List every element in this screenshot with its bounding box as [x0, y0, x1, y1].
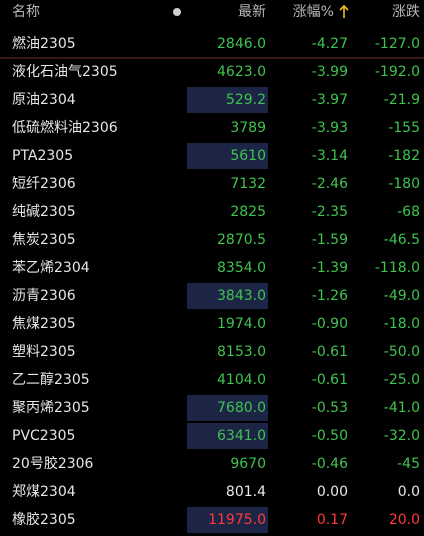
row-price: 4104.0 — [217, 372, 266, 388]
row-price: 3789 — [230, 120, 266, 136]
row-pct: -3.97 — [312, 92, 348, 108]
row-price: 801.4 — [226, 484, 266, 500]
row-price: 4623.0 — [217, 64, 266, 80]
row-name[interactable]: 20号胶2306 — [12, 455, 94, 472]
row-pct: -0.53 — [312, 400, 348, 416]
row-name[interactable]: 苯乙烯2304 — [12, 259, 90, 276]
row-name[interactable]: PVC2305 — [12, 428, 75, 444]
row-change: -180 — [388, 176, 420, 192]
row-pct: -0.61 — [312, 344, 348, 360]
header-dot — [173, 8, 181, 16]
row-price: 6341.0 — [217, 428, 266, 444]
row-change: -41.0 — [384, 400, 420, 416]
row-name[interactable]: 郑煤2304 — [12, 484, 76, 500]
row-price: 8354.0 — [217, 260, 266, 276]
row-change: 0.0 — [398, 484, 420, 500]
row-change: -192.0 — [375, 64, 420, 80]
header-name[interactable]: 名称 — [12, 4, 40, 20]
row-name[interactable]: 原油2304 — [12, 92, 76, 108]
row-price: 2825 — [230, 204, 266, 220]
row-price: 5610 — [230, 148, 266, 164]
row-name[interactable]: PTA2305 — [12, 148, 73, 164]
row-pct: -3.14 — [312, 148, 348, 164]
row-change: -118.0 — [375, 260, 420, 276]
row-pct: -1.59 — [312, 232, 348, 248]
row-name[interactable]: 乙二醇2305 — [12, 371, 90, 388]
row-change: -155 — [388, 120, 420, 136]
row-price: 529.2 — [226, 92, 266, 108]
row-price: 2870.5 — [217, 232, 266, 248]
row-change: 20.0 — [389, 512, 420, 528]
row-name[interactable]: 橡胶2305 — [12, 511, 76, 528]
price-highlight — [187, 507, 268, 533]
price-highlight — [187, 143, 268, 169]
row-price: 9670 — [230, 456, 266, 472]
row-pct: -4.27 — [312, 36, 348, 52]
row-change: -68 — [397, 204, 420, 220]
row-price: 1974.0 — [217, 316, 266, 332]
row-pct: 0.17 — [317, 512, 348, 528]
row-pct: -1.26 — [312, 288, 348, 304]
row-change: -25.0 — [384, 372, 420, 388]
row-pct: -0.90 — [312, 316, 348, 332]
row-name[interactable]: 沥青2306 — [12, 288, 76, 304]
row-price: 7680.0 — [217, 400, 266, 416]
row-name[interactable]: 短纤2306 — [12, 176, 76, 192]
row-change: -49.0 — [384, 288, 420, 304]
price-highlight — [187, 423, 268, 449]
row-change: -21.9 — [384, 92, 420, 108]
price-highlight — [187, 87, 268, 113]
row-pct: 0.00 — [317, 484, 348, 500]
row-name[interactable]: 液化石油气2305 — [12, 64, 118, 80]
row-pct: -3.93 — [312, 120, 348, 136]
row-name[interactable]: 纯碱2305 — [12, 204, 76, 220]
row-pct: -3.99 — [312, 64, 348, 80]
header-change[interactable]: 涨跌 — [392, 4, 420, 20]
price-highlight — [187, 395, 268, 421]
header-price[interactable]: 最新 — [238, 4, 266, 20]
row-change: -46.5 — [384, 232, 420, 248]
row-pct: -2.35 — [312, 204, 348, 220]
row-price: 11975.0 — [208, 512, 266, 528]
row-name[interactable]: 聚丙烯2305 — [12, 400, 90, 416]
header-pct[interactable]: 涨幅% — [293, 4, 334, 20]
row-name[interactable]: 低硫燃料油2306 — [12, 119, 118, 136]
sort-arrow — [339, 4, 349, 18]
row-name[interactable]: 燃油2305 — [12, 35, 76, 52]
row-pct: -1.39 — [312, 260, 348, 276]
row-change: -45 — [397, 456, 420, 472]
row-change: -32.0 — [384, 428, 420, 444]
row-name[interactable]: 焦炭2305 — [12, 232, 76, 248]
row-name[interactable]: 塑料2305 — [12, 344, 76, 360]
row-pct: -0.50 — [312, 428, 348, 444]
row-change: -18.0 — [384, 316, 420, 332]
row-pct: -0.61 — [312, 372, 348, 388]
row-price: 2846.0 — [217, 36, 266, 52]
row-name[interactable]: 焦煤2305 — [12, 316, 76, 332]
row-pct: -0.46 — [312, 456, 348, 472]
row-change: -50.0 — [384, 344, 420, 360]
row-price: 8153.0 — [217, 344, 266, 360]
row-pct: -2.46 — [312, 176, 348, 192]
row-price: 3843.0 — [217, 288, 266, 304]
row-price: 7132 — [230, 176, 266, 192]
row-change: -182 — [388, 148, 420, 164]
price-highlight — [187, 283, 268, 309]
row-change: -127.0 — [375, 36, 420, 52]
